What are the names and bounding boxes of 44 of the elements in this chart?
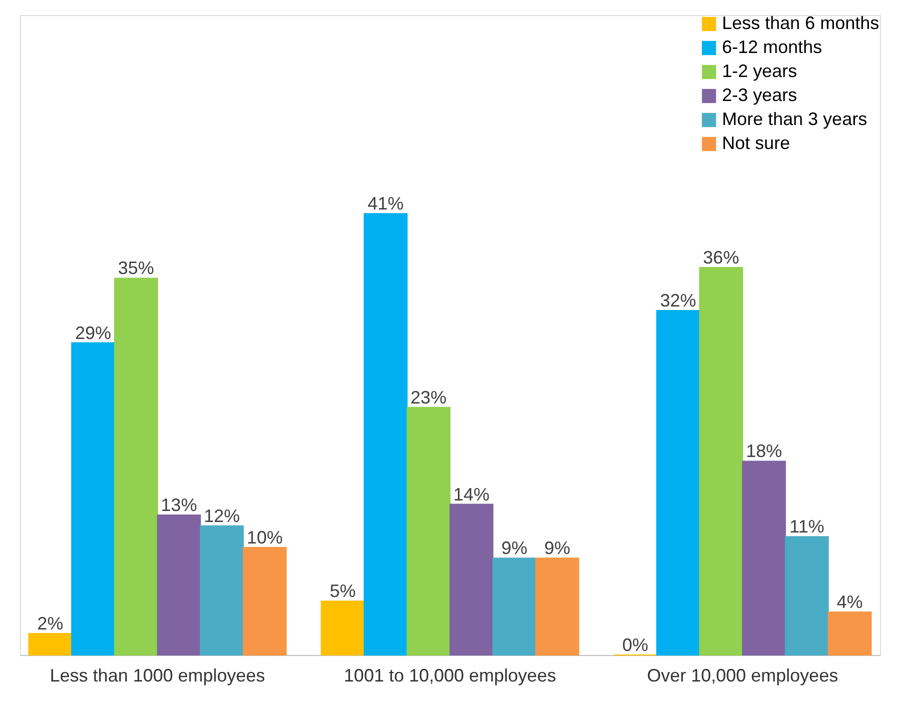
data-label: 41% — [368, 194, 404, 214]
x-tick-label: 1001 to 10,000 employees — [344, 666, 556, 686]
data-label: 36% — [703, 247, 740, 268]
bar — [114, 278, 158, 656]
data-label: 18% — [746, 441, 782, 462]
legend-label: Not sure — [722, 133, 790, 153]
bar — [784, 536, 829, 656]
bar — [28, 632, 72, 656]
data-label: 13% — [160, 495, 197, 516]
bar — [242, 546, 287, 656]
data-label: 14% — [453, 484, 490, 504]
bar — [699, 266, 744, 656]
bar — [364, 213, 408, 656]
legend-label: 1-2 years — [722, 61, 798, 81]
data-label: 12% — [204, 506, 240, 526]
legend-label: 6-12 months — [722, 37, 822, 57]
legend-label: 2-3 years — [722, 85, 798, 105]
legend-label: More than 3 years — [722, 109, 868, 129]
data-label: 35% — [118, 258, 154, 278]
data-label: 9% — [544, 538, 570, 558]
bar — [156, 514, 201, 656]
bar — [320, 600, 365, 656]
data-label: 10% — [246, 527, 283, 548]
data-label: 11% — [790, 516, 824, 537]
x-tick-label: Over 10,000 employees — [646, 666, 838, 686]
bar — [450, 504, 494, 656]
bar — [492, 558, 536, 656]
data-label: 9% — [501, 538, 528, 558]
bar — [742, 460, 786, 656]
data-label: 32% — [660, 290, 696, 311]
bar — [828, 611, 872, 656]
data-label: 29% — [75, 322, 112, 343]
data-label: 5% — [330, 581, 356, 602]
data-label: 0% — [622, 635, 648, 655]
bar — [406, 406, 450, 656]
bar — [200, 525, 244, 656]
data-label: 2% — [37, 613, 64, 634]
legend-label: Less than 6 months — [722, 13, 880, 33]
bar — [535, 558, 580, 656]
data-label: 23% — [410, 387, 447, 408]
data-label: 4% — [836, 592, 863, 612]
x-tick-label: Less than 1000 employees — [50, 666, 266, 686]
bar — [71, 342, 116, 656]
bar — [656, 310, 700, 656]
